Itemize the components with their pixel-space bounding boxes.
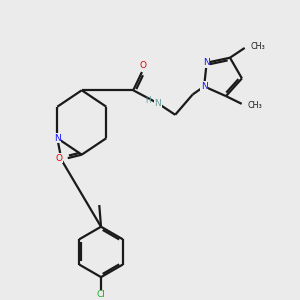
Text: O: O <box>140 61 146 70</box>
Text: Cl: Cl <box>97 290 106 299</box>
Text: N: N <box>203 58 210 67</box>
Text: O: O <box>56 154 63 163</box>
Text: N: N <box>201 82 208 91</box>
Text: CH₃: CH₃ <box>251 42 266 51</box>
Text: H: H <box>145 96 151 105</box>
Text: N: N <box>54 134 61 143</box>
Text: CH₃: CH₃ <box>248 101 263 110</box>
Text: N: N <box>154 99 161 108</box>
